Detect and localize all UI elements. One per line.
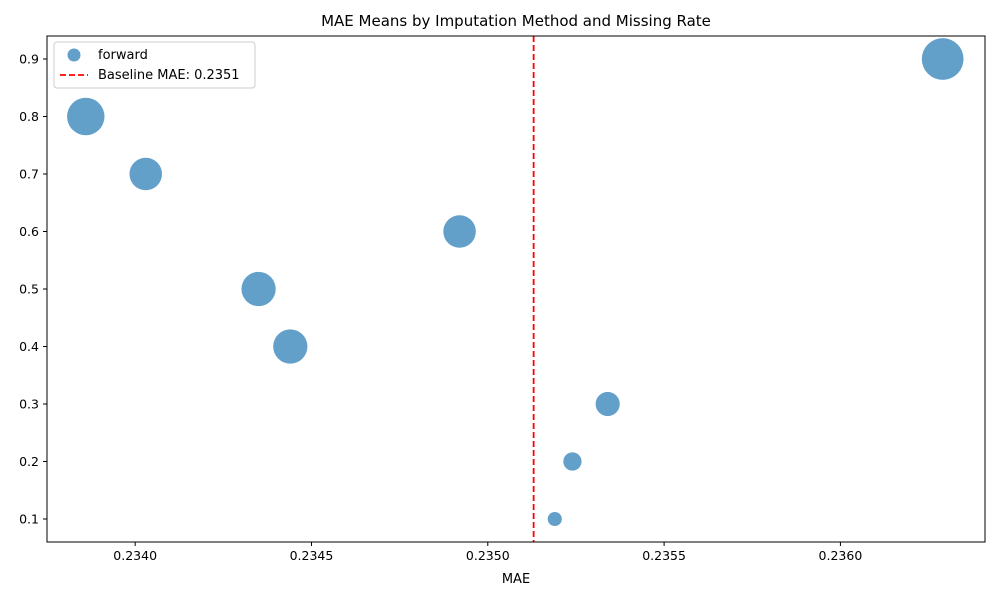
scatter-point	[129, 157, 163, 191]
x-tick-label: 0.2355	[642, 548, 686, 563]
y-tick-label: 0.5	[19, 282, 39, 297]
plot-area	[67, 36, 964, 542]
y-tick-label: 0.3	[19, 397, 39, 412]
scatter-point	[563, 452, 582, 471]
legend-series-label: forward	[98, 48, 148, 63]
y-tick-label: 0.1	[19, 512, 39, 527]
scatter-point	[547, 511, 562, 527]
scatter-point	[241, 271, 276, 307]
legend-box	[53, 41, 256, 89]
x-tick-label: 0.2340	[113, 548, 157, 563]
y-tick-label: 0.7	[19, 167, 39, 182]
chart-title: MAE Means by Imputation Method and Missi…	[321, 12, 711, 30]
x-tick-label: 0.2345	[290, 548, 334, 563]
scatter-point	[921, 38, 964, 80]
legend: forward Baseline MAE: 0.2351	[53, 41, 256, 89]
legend-series-marker	[67, 48, 81, 62]
scatter-point	[595, 391, 620, 417]
y-tick-label: 0.2	[19, 454, 39, 469]
scatter-point	[273, 329, 308, 364]
scatter-point	[443, 215, 476, 248]
x-tick-label: 0.2360	[819, 548, 863, 563]
y-tick-label: 0.9	[19, 52, 39, 67]
y-axis: 0.1 0.2 0.3 0.4 0.5 0.6 0.7 0.8 0.9	[19, 52, 47, 527]
y-tick-label: 0.6	[19, 224, 39, 239]
scatter-point	[67, 97, 105, 136]
x-tick-label: 0.2350	[466, 548, 510, 563]
y-tick-label: 0.4	[19, 339, 39, 354]
legend-baseline-label: Baseline MAE: 0.2351	[98, 68, 240, 83]
x-axis: 0.2340 0.2345 0.2350 0.2355 0.2360	[113, 542, 862, 563]
y-tick-label: 0.8	[19, 109, 39, 124]
x-axis-label: MAE	[502, 572, 530, 587]
